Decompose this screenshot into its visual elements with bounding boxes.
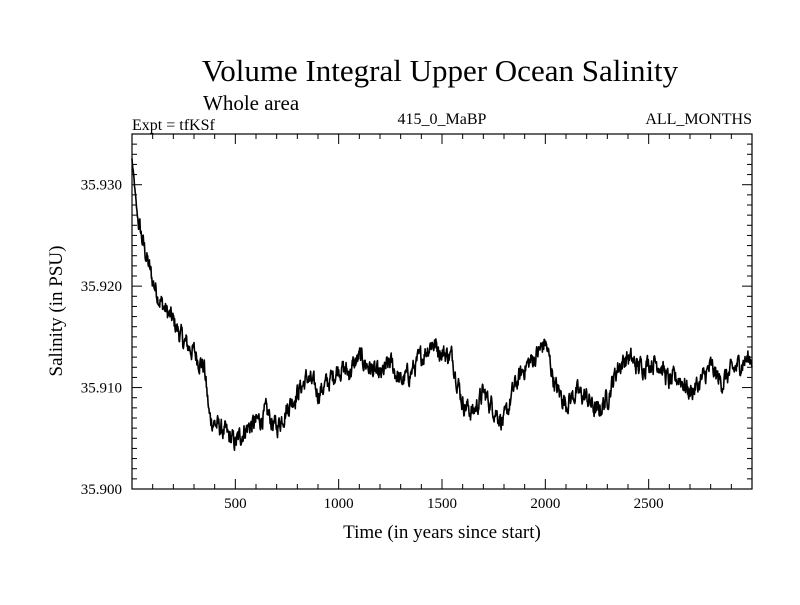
x-tick-label: 1500 (427, 496, 457, 512)
chart-title: Volume Integral Upper Ocean Salinity (202, 53, 679, 88)
y-tick-label: 35.900 (81, 482, 122, 498)
plot-frame (131, 133, 753, 490)
x-axis-label: Time (in years since start) (343, 522, 541, 543)
months-label: ALL_MONTHS (645, 111, 752, 128)
salinity-series-line (131, 158, 753, 452)
experiment-label: Expt = tfKSf (132, 117, 215, 134)
run-label: 415_0_MaBP (398, 111, 487, 128)
y-tick-label: 35.920 (81, 279, 122, 295)
axes: 500 1000 1500 2000 2500 35.900 35.910 35.920 35.… (81, 134, 752, 512)
y-tick-label: 35.930 (81, 178, 122, 194)
x-tick-label: 2000 (530, 496, 560, 512)
y-axis-label: Salinity (in PSU) (46, 246, 67, 377)
x-tick-label: 2500 (634, 496, 664, 512)
y-tick-label: 35.910 (81, 381, 122, 397)
series-layer (131, 158, 753, 452)
chart-subtitle: Whole area (203, 91, 300, 115)
x-tick-label: 1000 (324, 496, 354, 512)
x-tick-label: 500 (224, 496, 247, 512)
